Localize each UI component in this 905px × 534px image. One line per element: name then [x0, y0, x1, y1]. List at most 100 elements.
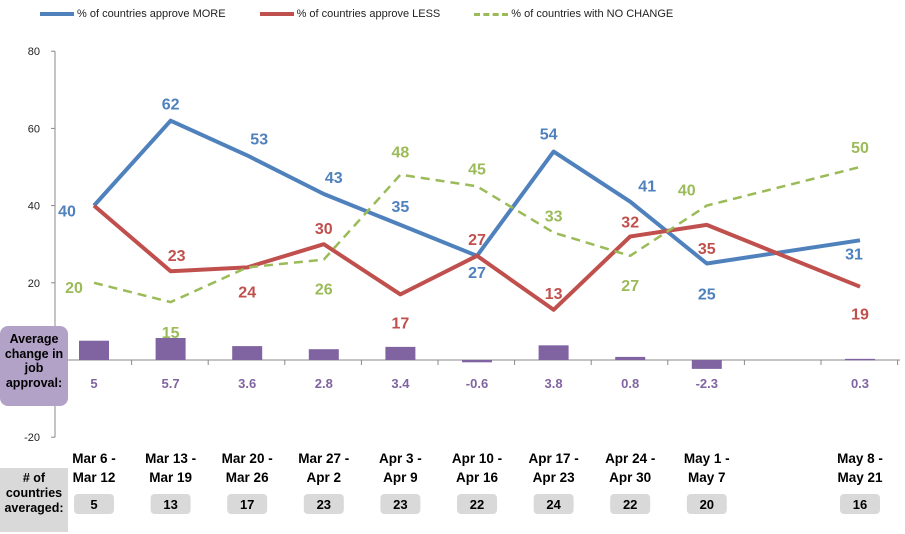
data-label-nochange: 20 — [65, 280, 83, 297]
avg-change-bar — [538, 345, 569, 360]
x-category-label: Mar 12 — [73, 470, 116, 485]
country-count-value: 23 — [393, 497, 407, 512]
data-label-less: 23 — [168, 248, 186, 265]
avg-change-bar — [155, 337, 186, 360]
x-category-label: May 8 - — [837, 451, 883, 466]
y-tick-label: -20 — [24, 432, 40, 444]
country-count-box — [74, 494, 114, 514]
avg-change-bar — [691, 360, 722, 369]
avg-change-bar — [385, 346, 416, 360]
data-label-nochange: 45 — [468, 161, 486, 178]
avg-change-label-value: 5 — [90, 376, 97, 391]
country-count-value: 13 — [163, 497, 177, 512]
countries-averaged-label: # of countries averaged: — [0, 468, 68, 532]
legend-swatch-nochange — [474, 12, 509, 16]
x-category-label: Apr 30 — [609, 470, 651, 485]
country-count-box — [227, 494, 268, 514]
avg-change-bar — [308, 349, 339, 360]
data-label-nochange: 33 — [545, 209, 563, 226]
data-label-nochange: 48 — [392, 145, 410, 162]
legend-item-more: % of countries approve MORE — [40, 8, 226, 20]
country-count-box — [303, 494, 344, 514]
avg-change-label-value: 0.3 — [851, 376, 869, 391]
country-count-value: 24 — [546, 497, 561, 512]
legend-swatch-less — [259, 12, 294, 16]
data-label-less: 17 — [392, 315, 410, 332]
country-count-box — [150, 494, 191, 514]
data-label-nochange: 50 — [851, 140, 869, 157]
avg-change-label-value: 3.4 — [391, 376, 410, 391]
avg-change-bar — [79, 340, 109, 360]
legend-item-less: % of countries approve LESS — [259, 8, 440, 20]
data-label-nochange: 15 — [162, 325, 180, 342]
country-count-value: 17 — [240, 497, 254, 512]
x-category-label: Mar 13 - — [145, 451, 196, 466]
x-category-label: Apr 9 — [383, 470, 418, 485]
y-tick-label: 80 — [28, 46, 40, 58]
x-category-label: Mar 20 - — [222, 451, 273, 466]
data-label-more: 40 — [58, 204, 76, 221]
data-label-less: 19 — [851, 307, 869, 324]
x-category-label: Mar 26 — [226, 470, 269, 485]
legend: % of countries approve MORE % of countri… — [40, 8, 707, 20]
country-count-box — [380, 494, 421, 514]
x-category-label: Apr 10 - — [452, 451, 502, 466]
data-label-less: 35 — [698, 241, 716, 258]
data-label-more: 35 — [392, 199, 410, 216]
x-category-label: May 7 — [688, 470, 726, 485]
avg-change-bar — [462, 360, 492, 363]
data-label-more: 54 — [540, 127, 558, 144]
avg-change-label-value: 5.7 — [162, 376, 180, 391]
legend-label-nochange: % of countries with NO CHANGE — [511, 8, 674, 20]
x-category-label: May 21 — [837, 470, 883, 485]
avg-change-label-value: -2.3 — [696, 376, 718, 391]
data-label-nochange: 26 — [315, 282, 333, 299]
avg-change-bar — [232, 346, 263, 360]
x-category-label: Apr 17 - — [528, 451, 578, 466]
legend-swatch-more — [40, 12, 74, 16]
data-label-nochange: 27 — [621, 278, 639, 295]
y-tick-label: 60 — [28, 123, 40, 135]
avg-change-bar — [845, 358, 875, 361]
x-category-label: May 1 - — [684, 451, 730, 466]
avg-change-bar — [615, 356, 646, 360]
x-category-label: Apr 3 - — [379, 451, 422, 466]
avg-change-label-value: 2.8 — [315, 376, 333, 391]
data-label-more: 62 — [162, 97, 180, 114]
country-count-value: 16 — [853, 497, 867, 512]
data-label-less: 24 — [238, 284, 256, 301]
country-count-box — [610, 494, 651, 514]
data-label-more: 27 — [468, 265, 486, 282]
country-count-box — [533, 494, 574, 514]
legend-label-more: % of countries approve MORE — [77, 8, 226, 20]
x-category-label: Apr 23 — [533, 470, 576, 485]
x-category-label: Apr 2 — [307, 470, 342, 485]
data-label-more: 53 — [250, 131, 268, 148]
country-count-value: 23 — [317, 497, 331, 512]
avg-change-label-value: 0.8 — [621, 376, 639, 391]
data-label-less: 13 — [545, 286, 563, 303]
data-label-nochange: 40 — [678, 183, 696, 200]
country-count-box — [840, 494, 880, 514]
avg-change-label-value: -0.6 — [466, 376, 488, 391]
country-count-box — [686, 494, 727, 514]
country-count-value: 22 — [470, 497, 484, 512]
data-label-less: 32 — [621, 214, 639, 231]
x-category-label: Apr 24 - — [605, 451, 655, 466]
avg-change-label-value: 3.6 — [238, 376, 256, 391]
x-category-label: Apr 16 — [456, 470, 499, 485]
avg-change-label-value: 3.8 — [545, 376, 563, 391]
data-label-more: 43 — [325, 170, 343, 187]
country-count-value: 20 — [700, 497, 714, 512]
x-category-label: Mar 19 — [149, 470, 192, 485]
y-tick-label: 20 — [28, 278, 40, 290]
series-line-nochange — [93, 165, 861, 304]
data-label-less: 30 — [315, 221, 333, 238]
x-category-label: Mar 27 - — [298, 451, 349, 466]
data-label-more: 41 — [638, 179, 656, 196]
avg-change-label: Average change in job approval: — [0, 326, 68, 406]
country-count-value: 5 — [90, 497, 97, 512]
country-count-box — [457, 494, 497, 514]
x-category-label: Mar 6 - — [72, 451, 116, 466]
